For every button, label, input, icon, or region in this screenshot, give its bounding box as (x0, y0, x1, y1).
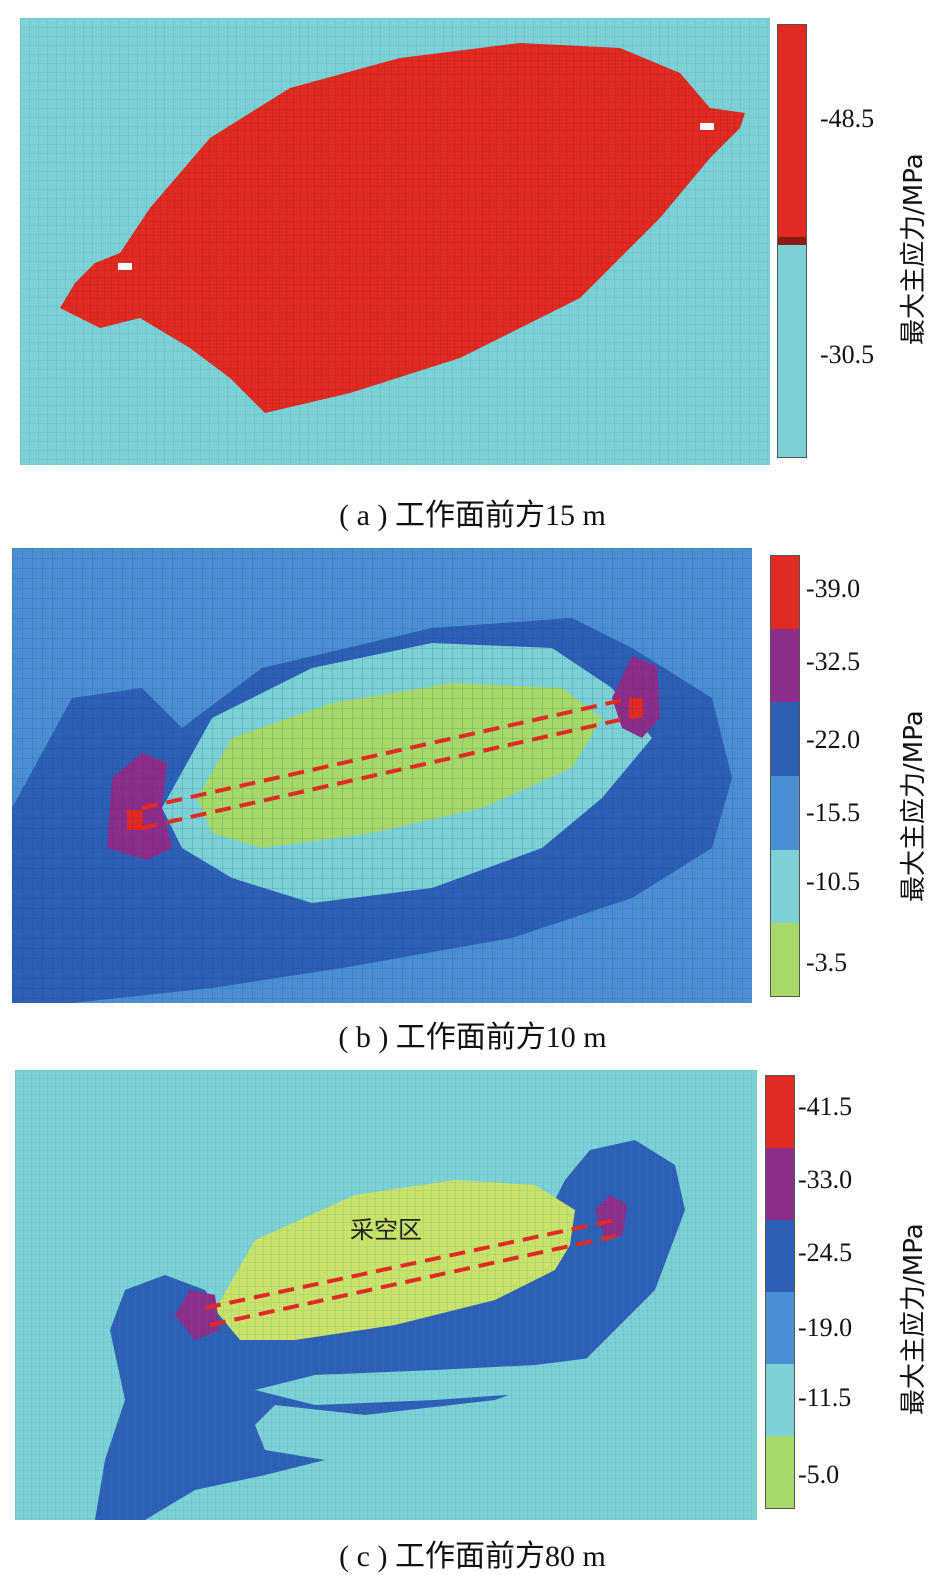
stress-contour-plot-b (12, 548, 752, 1003)
colorbar-tick: -3.5 (806, 948, 848, 977)
panel-outline-dashed (141, 696, 638, 830)
colorbar-tick: -30.5 (820, 340, 875, 369)
roadway-marker-left (118, 263, 132, 270)
colorbar-tick: -24.5 (798, 1238, 853, 1267)
caption-b: ( b ) 工作面前方10 m (338, 1021, 607, 1054)
colorbar-tick: -39.0 (806, 574, 861, 603)
colorbar-tick: -11.5 (798, 1383, 852, 1412)
colorbar-tick: -48.5 (820, 104, 875, 133)
colorbar-title: 最大主应力/MPa (899, 710, 929, 902)
colorbar-b (770, 555, 800, 997)
goaf-label: 采空区 (350, 1216, 422, 1244)
panel-b: -39.0 -32.5 -22.0 -15.5 -10.5 -3.5 最大主应力… (0, 530, 945, 1055)
colorbar-tick: -32.5 (806, 647, 861, 676)
colorbar-a (777, 24, 807, 458)
colorbar-tick: -5.0 (798, 1460, 840, 1489)
colorbar-tick: -41.5 (798, 1092, 853, 1121)
panel-outline-dashed (204, 1218, 621, 1327)
stress-contour-plot-c (15, 1070, 757, 1520)
colorbar-c (765, 1075, 795, 1509)
colorbar-title: 最大主应力/MPa (899, 1223, 929, 1415)
colorbar-tick: -19.0 (798, 1313, 853, 1342)
colorbar-tick: -22.0 (806, 725, 861, 754)
panel-c: 采空区 -41.5 -33.0 -24.5 -19.0 -11.5 -5.0 最… (0, 1055, 945, 1574)
panel-a: -48.5 -30.5 最大主应力/MPa ( a ) 工作面前方15 m (0, 0, 945, 532)
stress-contour-plot-a (20, 18, 770, 465)
caption-a: ( a ) 工作面前方15 m (339, 499, 606, 532)
colorbar-tick: -10.5 (806, 867, 861, 896)
colorbar-tick: -33.0 (798, 1165, 853, 1194)
roadway-marker-right (700, 123, 714, 130)
colorbar-title: 最大主应力/MPa (899, 153, 929, 345)
caption-c: ( c ) 工作面前方80 m (339, 1540, 606, 1573)
colorbar-tick: -15.5 (806, 798, 861, 827)
